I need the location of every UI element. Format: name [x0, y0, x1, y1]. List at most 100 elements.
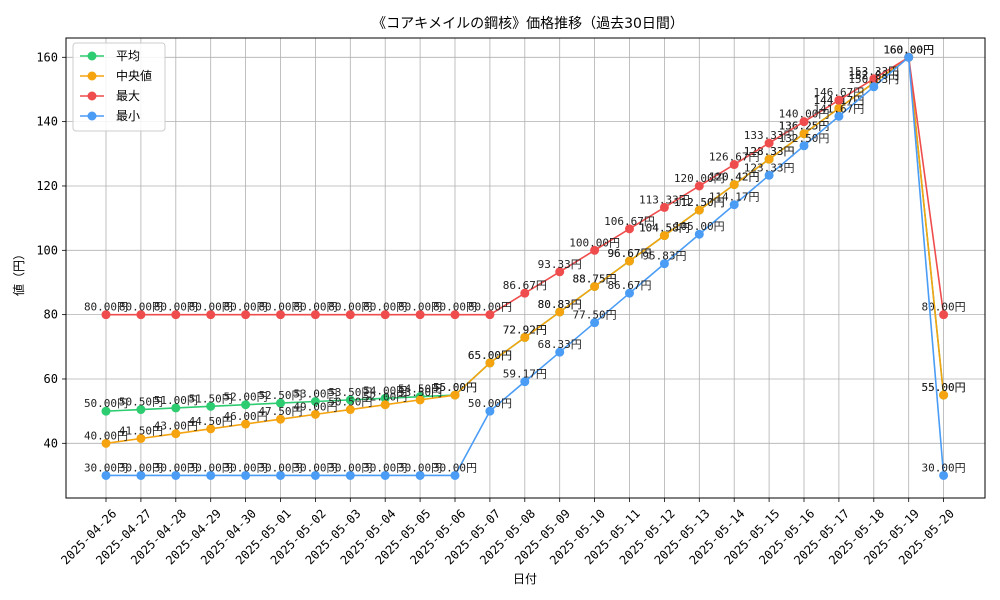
data-point	[241, 400, 251, 410]
data-label: 68.33円	[538, 338, 582, 351]
data-label: 55.00円	[922, 381, 966, 394]
data-point	[310, 396, 320, 406]
data-point	[101, 310, 111, 320]
data-label: 86.67円	[503, 279, 547, 292]
x-axis-title: 日付	[513, 572, 537, 586]
data-point	[345, 405, 355, 415]
data-point	[380, 393, 390, 403]
data-point	[485, 310, 495, 320]
data-label: 105.00円	[674, 220, 725, 233]
data-point	[939, 470, 949, 480]
data-point	[171, 470, 181, 480]
data-label: 95.83円	[642, 250, 686, 263]
data-point	[834, 103, 844, 113]
data-label: 80.00円	[468, 301, 512, 314]
legend-swatch-marker	[87, 71, 97, 81]
data-point	[799, 141, 809, 151]
data-label: 141.67円	[814, 102, 865, 115]
data-label: 150.83円	[848, 73, 899, 86]
data-label: 30.00円	[258, 461, 302, 474]
plot-frame	[65, 37, 986, 499]
data-label: 80.00円	[433, 301, 477, 314]
data-point	[485, 358, 495, 368]
data-point	[206, 401, 216, 411]
data-label: 160.00円	[883, 43, 934, 56]
y-tick-label: 140	[36, 115, 58, 129]
data-label: 133.33円	[744, 129, 795, 142]
data-label: 52.50円	[258, 389, 302, 402]
data-label: 104.58円	[639, 222, 690, 235]
legend-label: 最小	[116, 109, 140, 123]
data-label: 77.50円	[573, 309, 617, 322]
data-point	[345, 395, 355, 405]
data-point	[625, 288, 634, 298]
y-axis-title: 値（円）	[11, 248, 26, 296]
data-point	[764, 154, 774, 164]
data-point	[415, 310, 425, 320]
legend-label: 平均	[116, 49, 140, 63]
data-point	[520, 288, 530, 298]
data-point	[136, 310, 146, 320]
data-label: 146.67円	[814, 86, 865, 99]
data-point	[694, 205, 704, 215]
data-label: 51.50円	[189, 392, 233, 405]
series-1: 40.00円41.50円43.00円44.50円46.00円47.50円49.0…	[84, 43, 966, 448]
data-label: 153.33円	[848, 65, 899, 78]
data-label: 120.42円	[709, 171, 760, 184]
data-point	[345, 470, 355, 480]
data-label: 44.50円	[189, 415, 233, 428]
data-point	[171, 429, 181, 439]
data-point	[729, 200, 739, 210]
data-label: 30.00円	[363, 461, 407, 474]
data-label: 80.00円	[224, 301, 268, 314]
data-point	[380, 470, 390, 480]
data-label: 93.33円	[538, 258, 582, 271]
y-tick-label: 120	[36, 179, 58, 193]
data-label: 72.92円	[503, 323, 547, 336]
data-point	[904, 52, 914, 62]
data-point	[241, 419, 251, 429]
data-point	[310, 470, 320, 480]
data-point	[276, 310, 285, 320]
data-point	[625, 224, 634, 234]
data-point	[729, 160, 739, 170]
data-label: 53.50円	[398, 386, 442, 399]
data-label: 80.00円	[328, 301, 372, 314]
data-point	[764, 170, 774, 180]
data-point	[206, 310, 216, 320]
data-label: 106.67円	[604, 215, 655, 228]
data-label: 80.83円	[538, 298, 582, 311]
data-label: 47.50円	[258, 405, 302, 418]
legend-label: 中央値	[116, 68, 152, 83]
data-label: 113.33円	[639, 193, 690, 206]
data-label: 52.00円	[363, 391, 407, 404]
data-label: 80.00円	[293, 301, 337, 314]
data-label: 160.00円	[883, 43, 934, 56]
legend-swatch-marker	[87, 111, 97, 121]
data-label: 80.00円	[84, 301, 128, 314]
data-point	[380, 400, 390, 410]
series-3: 30.00円30.00円30.00円30.00円30.00円30.00円30.0…	[84, 43, 966, 480]
data-point	[799, 117, 809, 127]
data-label: 104.58円	[639, 222, 690, 235]
data-label: 59.17円	[503, 368, 547, 381]
data-point	[590, 245, 600, 255]
data-point	[171, 310, 181, 320]
data-label: 30.00円	[433, 461, 477, 474]
data-label: 96.67円	[607, 247, 651, 260]
data-label: 30.00円	[328, 461, 372, 474]
data-label: 49.00円	[293, 400, 337, 413]
legend-box	[72, 42, 166, 132]
data-point	[729, 180, 739, 190]
data-label: 140.00円	[779, 108, 830, 121]
legend-swatch-marker	[87, 91, 97, 101]
data-point	[415, 470, 425, 480]
data-point	[310, 310, 320, 320]
data-label: 46.00円	[224, 410, 268, 423]
data-label: 41.50円	[119, 424, 163, 437]
data-point	[764, 138, 774, 148]
data-point	[694, 181, 704, 191]
data-label: 114.17円	[709, 191, 760, 204]
data-label: 54.50円	[398, 383, 442, 396]
